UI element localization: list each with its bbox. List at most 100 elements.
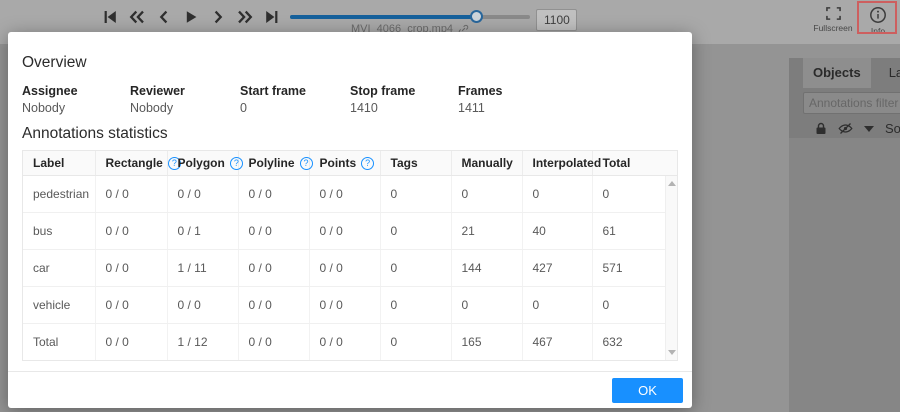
cell: 0 bbox=[592, 286, 677, 324]
frames-label: Frames bbox=[458, 84, 503, 98]
play-button[interactable] bbox=[182, 9, 199, 26]
scroll-down-icon[interactable] bbox=[668, 350, 676, 355]
slider-fill bbox=[290, 15, 478, 19]
previous-frame-button[interactable] bbox=[155, 9, 172, 26]
cell: 165 bbox=[451, 323, 523, 360]
cell: 0 / 0 bbox=[309, 249, 381, 287]
tab-objects[interactable]: Objects bbox=[803, 58, 871, 88]
cell: 0 bbox=[380, 212, 452, 250]
fullscreen-button[interactable]: Fullscreen bbox=[808, 6, 858, 33]
col-interpolated: Interpolated bbox=[532, 155, 602, 170]
scroll-up-icon[interactable] bbox=[668, 181, 676, 186]
sidebar-controls: So bbox=[815, 121, 900, 136]
reviewer-value: Nobody bbox=[130, 101, 174, 115]
player-controls bbox=[101, 7, 280, 27]
cell: 427 bbox=[522, 249, 593, 287]
next-frame-button[interactable] bbox=[209, 9, 226, 26]
overview-fields: Assignee Nobody Reviewer Nobody Start fram… bbox=[22, 84, 692, 115]
col-tags: Tags bbox=[390, 155, 418, 170]
cell: 0 / 0 bbox=[309, 323, 381, 360]
backward-jump-button[interactable] bbox=[128, 9, 145, 26]
info-label: Info bbox=[870, 26, 886, 36]
fullscreen-label: Fullscreen bbox=[813, 23, 853, 33]
cell: 0 / 0 bbox=[95, 175, 168, 213]
cell: 0 / 0 bbox=[95, 249, 168, 287]
cell: 0 / 0 bbox=[238, 249, 310, 287]
stop-frame-label: Stop frame bbox=[350, 84, 416, 98]
help-icon[interactable]: ? bbox=[299, 156, 313, 170]
cell: 0 / 0 bbox=[95, 212, 168, 250]
sort-label[interactable]: So bbox=[885, 121, 900, 136]
first-frame-button[interactable] bbox=[101, 9, 118, 26]
sidebar-header: Objects Labels So bbox=[789, 58, 900, 138]
cell: 0 / 0 bbox=[238, 175, 310, 213]
cell: vehicle bbox=[23, 286, 96, 324]
job-info-modal: Overview Assignee Nobody Reviewer Nobody S… bbox=[8, 32, 692, 408]
caret-down-icon[interactable] bbox=[864, 125, 874, 132]
cell: car bbox=[23, 249, 96, 287]
start-frame-label: Start frame bbox=[240, 84, 306, 98]
cell: 0 bbox=[380, 323, 452, 360]
annotations-filter-input[interactable] bbox=[809, 96, 900, 110]
objects-sidebar: Objects Labels So bbox=[789, 58, 900, 412]
cell: 632 bbox=[602, 334, 623, 349]
eye-off-icon[interactable] bbox=[838, 122, 853, 135]
cell: 571 bbox=[592, 249, 677, 287]
lock-icon[interactable] bbox=[815, 122, 827, 135]
next-frame-icon bbox=[214, 10, 222, 24]
cell: 0 / 0 bbox=[238, 323, 310, 360]
tab-labels[interactable]: Labels bbox=[888, 65, 900, 80]
ok-button[interactable]: OK bbox=[612, 378, 683, 403]
overview-title: Overview bbox=[22, 54, 87, 71]
info-icon bbox=[870, 7, 886, 23]
forward-jump-button[interactable] bbox=[236, 9, 253, 26]
cell: 144 bbox=[451, 249, 523, 287]
cell: 0 / 0 bbox=[238, 286, 310, 324]
modal-footer: OK bbox=[8, 371, 692, 408]
col-label: Label bbox=[33, 155, 65, 170]
col-manually: Manually bbox=[461, 155, 513, 170]
cell: 0 bbox=[522, 175, 593, 213]
cell: 0 bbox=[451, 286, 523, 324]
frame-number-input[interactable] bbox=[536, 9, 577, 31]
col-points: Points bbox=[319, 155, 357, 170]
cell: 467 bbox=[522, 323, 593, 360]
cell: 0 / 0 bbox=[309, 175, 381, 213]
cell: 0 bbox=[380, 249, 452, 287]
col-polyline: Polyline bbox=[248, 155, 295, 170]
cell: 0 bbox=[380, 175, 452, 213]
cell: 61 bbox=[592, 212, 677, 250]
annotations-filter[interactable] bbox=[803, 92, 900, 114]
cell: 0 / 0 bbox=[238, 212, 310, 250]
table-header-row: Label Rectangle? Polygon? Polyline? Poin… bbox=[23, 151, 677, 176]
slider-handle[interactable] bbox=[470, 10, 484, 23]
sidebar-tabs: Objects Labels bbox=[789, 58, 900, 88]
stats-title: Annotations statistics bbox=[22, 125, 168, 142]
help-icon[interactable]: ? bbox=[361, 156, 375, 170]
cell: 0 / 0 bbox=[309, 286, 381, 324]
cell: 21 bbox=[451, 212, 523, 250]
stop-frame-value: 1410 bbox=[350, 101, 378, 115]
objects-list bbox=[789, 138, 900, 412]
play-icon bbox=[186, 11, 196, 23]
cell: 1 / 11 bbox=[167, 249, 239, 287]
col-polygon: Polygon bbox=[177, 155, 225, 170]
fullscreen-icon bbox=[825, 7, 841, 20]
cell: 0 / 0 bbox=[167, 286, 239, 324]
cell: 0 bbox=[592, 175, 677, 213]
backward-jump-icon bbox=[129, 10, 144, 24]
last-frame-button[interactable] bbox=[263, 9, 280, 26]
info-button[interactable]: Info bbox=[861, 6, 895, 36]
reviewer-label: Reviewer bbox=[130, 84, 185, 98]
assignee-value: Nobody bbox=[22, 101, 66, 115]
help-icon[interactable]: ? bbox=[229, 156, 243, 170]
cell: 40 bbox=[522, 212, 593, 250]
cell: 0 bbox=[522, 286, 593, 324]
cell: 0 / 0 bbox=[95, 323, 168, 360]
player-slider[interactable] bbox=[290, 10, 530, 23]
table-scrollbar[interactable] bbox=[665, 176, 677, 360]
cell: 1 / 12 bbox=[167, 323, 239, 360]
